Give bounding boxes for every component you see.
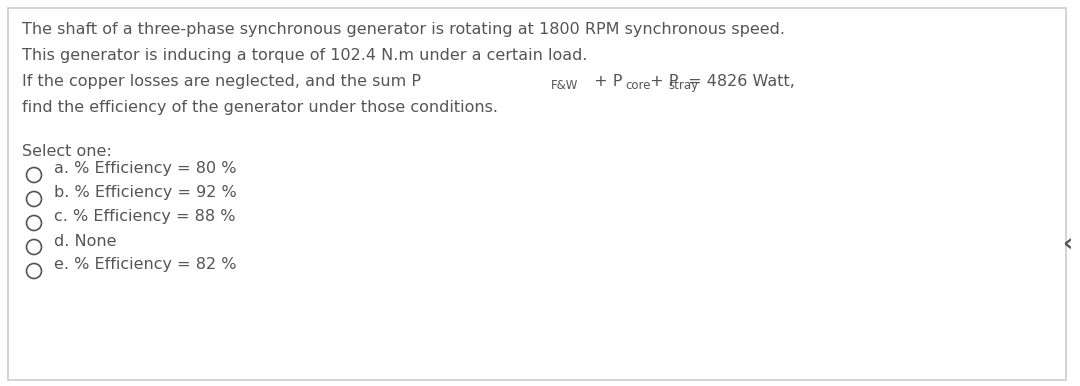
Text: c. % Efficiency = 88 %: c. % Efficiency = 88 % [54,210,235,225]
Text: Select one:: Select one: [22,144,111,159]
Text: b. % Efficiency = 92 %: b. % Efficiency = 92 % [54,186,237,200]
Text: + P: + P [590,74,623,89]
Text: e. % Efficiency = 82 %: e. % Efficiency = 82 % [54,257,237,273]
Text: + P: + P [645,74,678,89]
Text: F&W: F&W [551,79,579,92]
Text: ‹: ‹ [1062,233,1072,257]
Text: If the copper losses are neglected, and the sum P: If the copper losses are neglected, and … [22,74,421,89]
Text: = 4826 Watt,: = 4826 Watt, [683,74,795,89]
Text: find the efficiency of the generator under those conditions.: find the efficiency of the generator und… [22,100,498,115]
Text: This generator is inducing a torque of 102.4 N.m under a certain load.: This generator is inducing a torque of 1… [22,48,588,63]
Text: core: core [625,79,650,92]
Text: a. % Efficiency = 80 %: a. % Efficiency = 80 % [54,161,237,176]
Text: stray: stray [669,79,699,92]
Text: d. None: d. None [54,234,117,249]
Text: The shaft of a three-phase synchronous generator is rotating at 1800 RPM synchro: The shaft of a three-phase synchronous g… [22,22,785,37]
